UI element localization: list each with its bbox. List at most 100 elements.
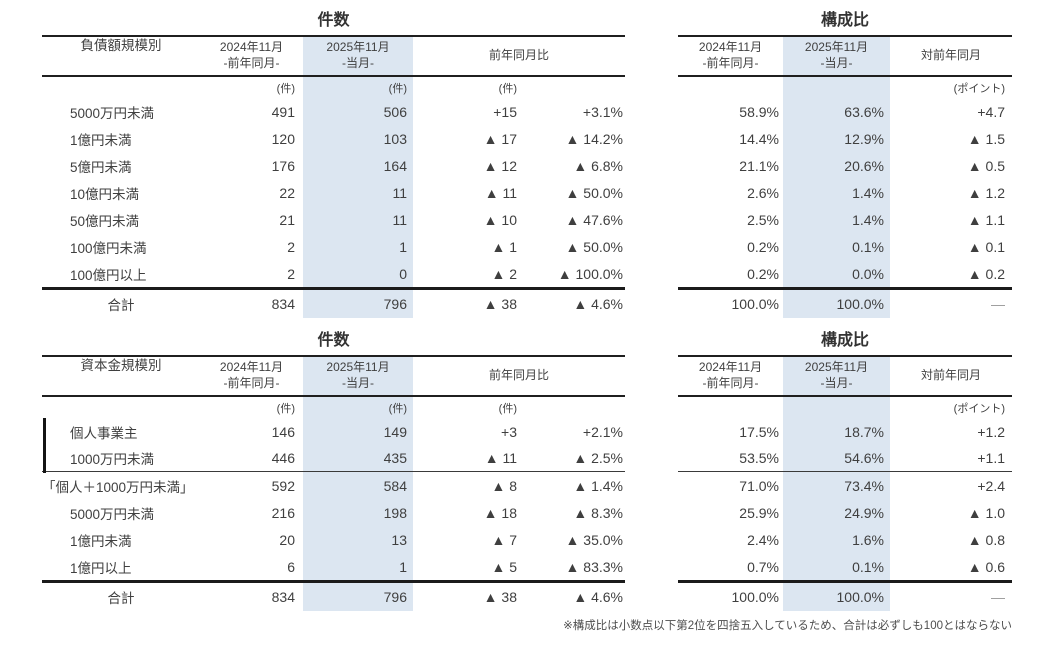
unit-cases: (件) bbox=[303, 397, 413, 418]
table-row: 0.2% 0.0% ▲ 0.2 bbox=[678, 260, 1012, 287]
spacer-cell bbox=[42, 77, 200, 98]
cell-yoy-diff: ▲ 7 bbox=[491, 531, 517, 548]
table-header-row: 2024年11月 -前年同月- 2025年11月 -当月- 対前年同月 bbox=[678, 355, 1012, 397]
cell-prev-count: 834 bbox=[271, 296, 295, 312]
cell-yoy-pct: ▲ 14.2% bbox=[565, 130, 623, 147]
cell-size-label: 個人事業主 bbox=[70, 425, 138, 441]
cell-curr-share: 63.6% bbox=[783, 98, 890, 125]
ratio-table-title: 構成比 bbox=[820, 332, 869, 349]
cell-yoy-diff: ▲ 38 bbox=[483, 589, 517, 605]
cell-yoy-pct: ▲ 35.0% bbox=[565, 531, 623, 548]
cell-share-diff: ▲ 0.1 bbox=[967, 238, 1005, 255]
col-header-current-month: 2025年11月 -当月- bbox=[303, 357, 413, 395]
spacer-cell bbox=[678, 77, 783, 98]
total-row: 合計 834 796 ▲ 38 ▲ 4.6% bbox=[42, 580, 625, 611]
cell-share-diff: ▲ 1.5 bbox=[967, 130, 1005, 147]
cell-prev-share: 0.7% bbox=[747, 558, 779, 575]
cell-yoy-diff: ▲ 2 bbox=[491, 265, 517, 282]
cell-curr-share: 0.0% bbox=[783, 260, 890, 287]
table-header-row: 負債額規模別 2024年11月 -前年同月- 2025年11月 -当月- 前年同… bbox=[42, 35, 625, 77]
table-row: 71.0% 73.4% +2.4 bbox=[678, 472, 1012, 499]
cell-size-label: 5億円未満 bbox=[70, 159, 132, 175]
header-line: -前年同月- bbox=[702, 376, 759, 390]
count-table-title: 件数 bbox=[317, 12, 350, 29]
header-line: -当月- bbox=[342, 56, 374, 70]
col-header-capital-size: 資本金規模別 bbox=[80, 358, 162, 373]
cell-prev-count: 2 bbox=[287, 265, 295, 282]
header-line: -前年同月- bbox=[223, 376, 280, 390]
cell-yoy-diff: ▲ 5 bbox=[491, 558, 517, 575]
table-row: 17.5% 18.7% +1.2 bbox=[678, 418, 1012, 445]
cell-prev-count: 446 bbox=[271, 450, 295, 466]
cell-yoy-pct: ▲ 50.0% bbox=[565, 238, 623, 255]
spacer-cell bbox=[523, 397, 625, 418]
unit-row: (ポイント) bbox=[678, 397, 1012, 418]
cell-prev-count: 176 bbox=[271, 157, 295, 174]
unit-row: (件) (件) (件) bbox=[42, 77, 625, 98]
total-row: 合計 834 796 ▲ 38 ▲ 4.6% bbox=[42, 287, 625, 318]
cell-curr-share: 73.4% bbox=[783, 472, 890, 499]
col-header-debt-size: 負債額規模別 bbox=[80, 38, 162, 53]
cell-prev-count: 20 bbox=[279, 531, 295, 548]
header-line: 2025年11月 bbox=[326, 360, 390, 375]
group-bracket bbox=[43, 418, 46, 473]
table-row: 2.5% 1.4% ▲ 1.1 bbox=[678, 206, 1012, 233]
cell-yoy-pct: ▲ 2.5% bbox=[573, 450, 623, 466]
col-header-current-month: 2025年11月 -当月- bbox=[783, 357, 890, 395]
header-line: 2025年11月 bbox=[804, 40, 869, 55]
col-header-yoy: 前年同月比 bbox=[488, 48, 549, 63]
table-header-row: 2024年11月 -前年同月- 2025年11月 -当月- 対前年同月 bbox=[678, 35, 1012, 77]
debt-ratio-table: 構成比 2024年11月 -前年同月- 2025年11月 -当月- 対前年同月 … bbox=[678, 8, 1012, 318]
capital-ratio-table: 構成比 2024年11月 -前年同月- 2025年11月 -当月- 対前年同月 … bbox=[678, 328, 1012, 611]
cell-curr-count: 13 bbox=[303, 526, 413, 553]
cell-prev-count: 22 bbox=[279, 184, 295, 201]
cell-curr-count: 11 bbox=[303, 179, 413, 206]
header-line: -前年同月- bbox=[702, 56, 759, 70]
cell-prev-share: 2.4% bbox=[747, 531, 779, 548]
table-row: 0.2% 0.1% ▲ 0.1 bbox=[678, 233, 1012, 260]
debt-count-table: 件数 負債額規模別 2024年11月 -前年同月- 2025年11月 -当月- … bbox=[42, 8, 625, 318]
header-line: 2024年11月 bbox=[219, 360, 284, 375]
cell-curr-count: 584 bbox=[303, 472, 413, 499]
cell-curr-count: 11 bbox=[303, 206, 413, 233]
cell-prev-count: 120 bbox=[271, 130, 295, 147]
cell-prev-count: 2 bbox=[287, 238, 295, 255]
cell-size-label: 1億円未満 bbox=[70, 533, 132, 549]
table-row: 1億円以上 6 1 ▲ 5 ▲ 83.3% bbox=[42, 553, 625, 580]
unit-cases: (件) bbox=[498, 82, 517, 95]
cell-curr-share: 18.7% bbox=[783, 418, 890, 445]
cell-curr-count: 1 bbox=[303, 233, 413, 260]
unit-row: (件) (件) (件) bbox=[42, 397, 625, 418]
cell-prev-share: 0.2% bbox=[747, 265, 779, 282]
cell-curr-count: 164 bbox=[303, 152, 413, 179]
table-row: 53.5% 54.6% +1.1 bbox=[678, 445, 1012, 472]
table-row: 1億円未満 120 103 ▲ 17 ▲ 14.2% bbox=[42, 125, 625, 152]
col-header-vs-prev-year: 対前年同月 bbox=[920, 368, 981, 383]
cell-yoy-diff: ▲ 38 bbox=[483, 296, 517, 312]
cell-size-label: 5000万円未満 bbox=[70, 105, 155, 121]
cell-curr-share: 54.6% bbox=[783, 445, 890, 471]
col-header-prev-year: 2024年11月 -前年同月- bbox=[678, 357, 783, 395]
cell-share-diff: ▲ 1.2 bbox=[967, 184, 1005, 201]
cell-yoy-pct: ▲ 4.6% bbox=[573, 589, 623, 605]
header-line: -当月- bbox=[342, 376, 374, 390]
unit-cases: (件) bbox=[303, 77, 413, 98]
cell-yoy-diff: ▲ 10 bbox=[483, 211, 517, 228]
col-header-prev-year: 2024年11月 -前年同月- bbox=[200, 357, 303, 395]
table-row: 5億円未満 176 164 ▲ 12 ▲ 6.8% bbox=[42, 152, 625, 179]
header-line: 2024年11月 bbox=[698, 40, 763, 55]
cell-yoy-pct: ▲ 47.6% bbox=[565, 211, 623, 228]
cell-prev-count: 216 bbox=[271, 504, 295, 521]
cell-share-diff: ▲ 1.0 bbox=[967, 504, 1005, 521]
cell-prev-share: 14.4% bbox=[739, 130, 779, 147]
header-line: -前年同月- bbox=[223, 56, 280, 70]
cell-share-diff: — bbox=[991, 589, 1005, 605]
cell-prev-count: 491 bbox=[271, 103, 295, 120]
total-row: 100.0% 100.0% — bbox=[678, 580, 1012, 611]
cell-size-label: 1億円未満 bbox=[70, 132, 132, 148]
cell-size-label: 10億円未満 bbox=[70, 186, 140, 202]
cell-prev-share: 71.0% bbox=[739, 477, 779, 494]
cell-share-diff: ▲ 0.8 bbox=[967, 531, 1005, 548]
header-line: 2025年11月 bbox=[326, 40, 390, 55]
cell-yoy-diff: ▲ 12 bbox=[483, 157, 517, 174]
